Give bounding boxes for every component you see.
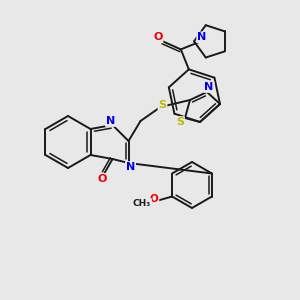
Text: S: S xyxy=(158,100,166,110)
Text: N: N xyxy=(197,32,206,42)
Text: N: N xyxy=(204,82,214,92)
Text: CH₃: CH₃ xyxy=(133,199,151,208)
Text: O: O xyxy=(150,194,158,205)
Text: O: O xyxy=(153,32,163,42)
Text: N: N xyxy=(126,162,135,172)
Text: S: S xyxy=(176,117,184,127)
Text: N: N xyxy=(106,116,115,126)
Text: O: O xyxy=(98,174,107,184)
